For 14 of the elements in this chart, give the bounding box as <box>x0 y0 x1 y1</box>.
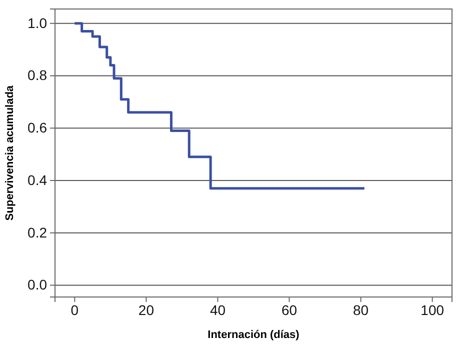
x-tick-label: 100 <box>420 302 444 318</box>
x-tick-label: 60 <box>281 302 298 318</box>
y-tick-label: 0.2 <box>28 224 48 240</box>
x-tick-label: 20 <box>138 302 154 318</box>
y-tick-label: 0.8 <box>28 67 48 84</box>
y-tick-label: 0.0 <box>28 276 48 293</box>
y-tick-label: 0.6 <box>28 120 48 136</box>
y-tick-label: 0.4 <box>28 172 48 188</box>
y-axis-title: Supervivencia acumulada <box>4 84 16 221</box>
y-tick-label: 1.0 <box>28 14 48 31</box>
x-tick-label: 80 <box>353 302 369 318</box>
x-axis-title: Internación (días) <box>208 329 300 341</box>
x-tick-label: 40 <box>210 302 226 318</box>
x-tick-label: 0 <box>70 302 79 318</box>
